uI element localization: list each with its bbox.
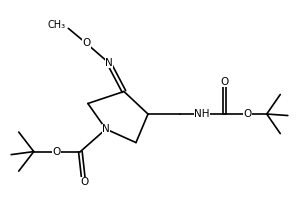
Text: N: N	[102, 124, 110, 134]
Text: N: N	[105, 58, 113, 68]
Text: O: O	[52, 147, 60, 157]
Text: O: O	[220, 77, 229, 87]
Text: NH: NH	[194, 109, 210, 119]
Text: O: O	[243, 109, 251, 119]
Text: CH₃: CH₃	[47, 20, 65, 30]
Text: O: O	[81, 177, 89, 187]
Text: O: O	[82, 38, 91, 48]
